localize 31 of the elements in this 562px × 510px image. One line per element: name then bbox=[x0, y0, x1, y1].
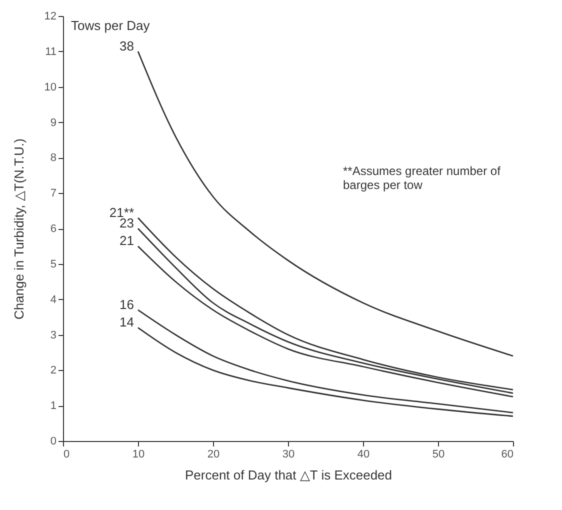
series-label: 38 bbox=[120, 38, 134, 54]
y-tick-label: 6 bbox=[50, 223, 56, 235]
annotation: **Assumes greater number of barges per tow bbox=[343, 164, 502, 192]
series-label: 14 bbox=[120, 314, 134, 330]
y-tick-label: 1 bbox=[50, 400, 56, 412]
y-tick-label: 5 bbox=[50, 258, 56, 270]
y-tick-label: 11 bbox=[45, 46, 56, 58]
line-series bbox=[137, 326, 514, 417]
y-tick-label: 12 bbox=[44, 10, 56, 22]
line-series bbox=[137, 309, 514, 414]
series-label: 21 bbox=[120, 233, 134, 248]
y-tick-label: 0 bbox=[50, 436, 56, 448]
x-tick-label: 50 bbox=[432, 448, 445, 460]
x-tick-label: 30 bbox=[282, 448, 295, 460]
y-tick-label: 10 bbox=[44, 81, 56, 94]
y-tick-label: 3 bbox=[50, 329, 56, 342]
y-tick-label: 4 bbox=[50, 294, 56, 306]
series-label: 16 bbox=[120, 296, 134, 312]
x-tick-label: 0 bbox=[64, 448, 70, 460]
x-tick-label: 60 bbox=[501, 448, 514, 460]
y-tick-label: 8 bbox=[50, 152, 56, 164]
x-tick-label: 20 bbox=[207, 448, 220, 460]
y-tick-label: 9 bbox=[50, 116, 56, 129]
y-axis-title: Change in Turbidity, △T(N.T.U.) bbox=[11, 138, 26, 320]
x-axis-title: Percent of Day that △T is Exceeded bbox=[184, 468, 392, 482]
line-series bbox=[137, 50, 514, 357]
y-tick-label: 7 bbox=[50, 188, 56, 200]
annotation: Tows per Day bbox=[71, 18, 150, 33]
x-tick-label: 10 bbox=[132, 448, 145, 460]
x-tick-label: 40 bbox=[357, 448, 370, 460]
y-tick-label: 2 bbox=[50, 364, 56, 377]
